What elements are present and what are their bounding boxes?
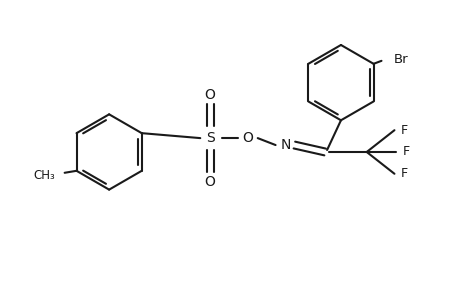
Text: Br: Br — [392, 53, 407, 66]
Text: N: N — [280, 138, 290, 152]
Text: F: F — [399, 167, 407, 180]
Text: O: O — [204, 88, 215, 101]
Text: O: O — [204, 175, 215, 189]
Text: O: O — [242, 131, 253, 145]
Text: CH₃: CH₃ — [33, 169, 55, 182]
Text: F: F — [399, 124, 407, 137]
Text: S: S — [205, 131, 214, 145]
Text: F: F — [402, 146, 409, 158]
